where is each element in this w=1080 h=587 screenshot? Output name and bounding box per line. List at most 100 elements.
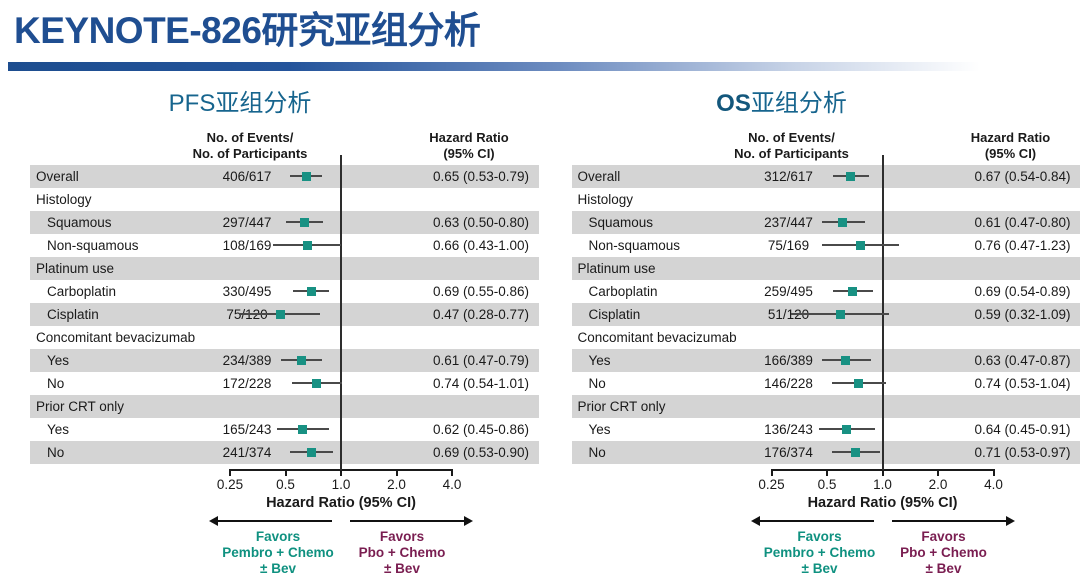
hazard-ratio-marker	[856, 241, 865, 250]
axis-title: Hazard Ratio (95% CI)	[266, 495, 416, 511]
axis-tick	[229, 469, 231, 476]
row-label: Yes	[589, 349, 611, 372]
row-label: Carboplatin	[47, 280, 116, 303]
forest-row: Cisplatin 75/120 0.47 (0.28-0.77)	[30, 303, 539, 326]
row-plot-area	[772, 280, 994, 303]
row-label: Cisplatin	[589, 303, 641, 326]
row-label: Cisplatin	[47, 303, 99, 326]
row-plot-area	[230, 441, 452, 464]
hazard-ratio-marker	[851, 448, 860, 457]
row-label: No	[589, 441, 606, 464]
row-plot-area	[772, 211, 994, 234]
row-label: Yes	[47, 418, 69, 441]
forest-row: Histology	[30, 188, 539, 211]
axis-tick	[396, 469, 398, 476]
row-label: Yes	[589, 418, 611, 441]
forest-row: Non-squamous 108/169 0.66 (0.43-1.00)	[30, 234, 539, 257]
favors-text-line: Pbo + Chemo	[359, 545, 446, 561]
events-header-line1: No. of Events/	[120, 130, 380, 146]
row-plot-area	[230, 280, 452, 303]
forest-row: Squamous 237/447 0.61 (0.47-0.80)	[572, 211, 1080, 234]
hazard-ratio-marker	[298, 425, 307, 434]
favors-right-arrow	[350, 520, 464, 522]
axis-tick	[771, 469, 773, 476]
row-label: Overall	[578, 165, 621, 188]
favors-text-line: Pembro + Chemo	[222, 545, 333, 561]
hr-header-line1: Hazard Ratio	[402, 130, 536, 146]
row-label: Yes	[47, 349, 69, 372]
forest-row: Carboplatin 330/495 0.69 (0.55-0.86)	[30, 280, 539, 303]
forest-row: Yes 234/389 0.61 (0.47-0.79)	[30, 349, 539, 372]
row-label: Prior CRT only	[578, 395, 666, 418]
forest-row: Concomitant bevacizumab	[30, 326, 539, 349]
row-plot-area	[230, 211, 452, 234]
row-plot-area	[772, 165, 994, 188]
favors-text-line: ± Bev	[222, 561, 333, 577]
panels-container: PFS亚组分析 No. of Events/ No. of Participan…	[0, 89, 1080, 586]
row-label: Platinum use	[36, 257, 114, 280]
forest-row: Squamous 297/447 0.63 (0.50-0.80)	[30, 211, 539, 234]
column-headers: No. of Events/ No. of Participants Hazar…	[30, 127, 539, 165]
forest-row: Platinum use	[572, 257, 1080, 280]
panel-title: PFS亚组分析	[30, 89, 450, 119]
row-plot-area	[230, 234, 452, 257]
favors-text-line: Pembro + Chemo	[764, 545, 875, 561]
hazard-ratio-marker	[846, 172, 855, 181]
forest-row: No 176/374 0.71 (0.53-0.97)	[572, 441, 1080, 464]
axis-tick	[340, 469, 342, 476]
axis-tick-label: 0.25	[758, 477, 784, 492]
row-label: No	[47, 441, 64, 464]
row-plot-area	[772, 441, 994, 464]
row-label: No	[47, 372, 64, 395]
favors-text-line: Favors	[359, 529, 446, 545]
favors-text-line: ± Bev	[764, 561, 875, 577]
axis-tick-label: 2.0	[929, 477, 948, 492]
favors-text-line: Pbo + Chemo	[900, 545, 987, 561]
hazard-ratio-marker	[836, 310, 845, 319]
panel-title-prefix: OS	[716, 90, 751, 117]
slide-title: KEYNOTE-826研究亚组分析	[14, 8, 1080, 54]
favors-text-line: Favors	[764, 529, 875, 545]
favors-text-line: Favors	[222, 529, 333, 545]
panel-title-suffix: 亚组分析	[215, 90, 311, 117]
panel-title-prefix: PFS	[169, 90, 216, 117]
panel-title: OS亚组分析	[572, 89, 992, 119]
hazard-ratio-marker	[842, 425, 851, 434]
row-label: Squamous	[589, 211, 654, 234]
axis-tick-label: 1.0	[332, 477, 351, 492]
row-plot-area	[772, 418, 994, 441]
axis-tick	[285, 469, 287, 476]
row-plot-area	[230, 418, 452, 441]
forest-row: Concomitant bevacizumab	[572, 326, 1080, 349]
axis-title: Hazard Ratio (95% CI)	[808, 495, 958, 511]
hr-header-line1: Hazard Ratio	[944, 130, 1078, 146]
hazard-ratio-marker	[303, 241, 312, 250]
favors-text-line: ± Bev	[900, 561, 987, 577]
hazard-ratio-marker	[854, 379, 863, 388]
favors-text-line: ± Bev	[359, 561, 446, 577]
hazard-ratio-marker	[307, 448, 316, 457]
panel-title-suffix: 亚组分析	[751, 90, 847, 117]
row-label: Platinum use	[578, 257, 656, 280]
forest-row: Yes 136/243 0.64 (0.45-0.91)	[572, 418, 1080, 441]
axis-tick	[826, 469, 828, 476]
row-label: Concomitant bevacizumab	[578, 326, 737, 349]
column-headers: No. of Events/ No. of Participants Hazar…	[572, 127, 1080, 165]
title-underline-bar	[8, 62, 1010, 71]
forest-row: No 241/374 0.69 (0.53-0.90)	[30, 441, 539, 464]
row-plot-area	[230, 165, 452, 188]
row-plot-area	[230, 303, 452, 326]
row-label: Non-squamous	[589, 234, 681, 257]
forest-row: Yes 165/243 0.62 (0.45-0.86)	[30, 418, 539, 441]
hazard-ratio-marker	[841, 356, 850, 365]
forest-row: Carboplatin 259/495 0.69 (0.54-0.89)	[572, 280, 1080, 303]
forest-rows: Overall 312/617 0.67 (0.54-0.84) Histolo…	[572, 165, 1080, 464]
hazard-ratio-marker	[838, 218, 847, 227]
row-plot-area	[772, 349, 994, 372]
hazard-ratio-column-header: Hazard Ratio (95% CI)	[944, 130, 1078, 162]
